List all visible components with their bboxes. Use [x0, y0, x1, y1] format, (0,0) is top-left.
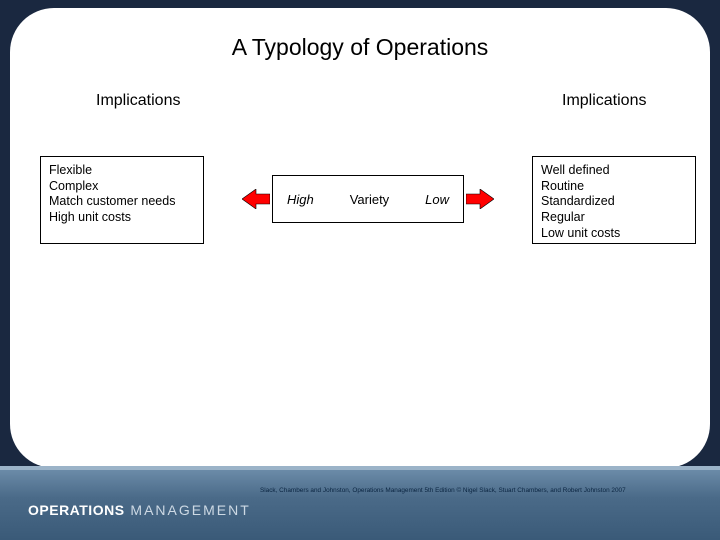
arrow-left-icon	[242, 189, 270, 209]
left-box-line: Flexible	[49, 163, 195, 179]
right-column-header: Implications	[562, 92, 646, 110]
left-box-line: Complex	[49, 179, 195, 195]
footer-band: OPERATIONS MANAGEMENT	[0, 470, 720, 540]
left-implications-box: Flexible Complex Match customer needs Hi…	[40, 156, 204, 244]
left-box-line: High unit costs	[49, 210, 195, 226]
brand-logo: OPERATIONS MANAGEMENT	[28, 502, 251, 518]
slide-card: A Typology of Operations Implications Im…	[10, 8, 710, 468]
right-box-line: Regular	[541, 210, 687, 226]
arrow-right-icon	[466, 189, 494, 209]
right-box-line: Routine	[541, 179, 687, 195]
right-box-line: Well defined	[541, 163, 687, 179]
left-box-line: Match customer needs	[49, 194, 195, 210]
slide-title: A Typology of Operations	[10, 34, 710, 61]
dimension-box: High Variety Low	[272, 175, 464, 223]
dimension-low-label: Low	[425, 192, 449, 207]
dimension-high-label: High	[287, 192, 314, 207]
right-implications-box: Well defined Routine Standardized Regula…	[532, 156, 696, 244]
right-box-line: Low unit costs	[541, 226, 687, 242]
logo-secondary: MANAGEMENT	[125, 502, 251, 518]
left-column-header: Implications	[96, 92, 180, 110]
citation-text: Slack, Chambers and Johnston, Operations…	[260, 487, 710, 494]
dimension-name: Variety	[350, 192, 390, 207]
logo-primary: OPERATIONS	[28, 502, 125, 518]
right-box-line: Standardized	[541, 194, 687, 210]
